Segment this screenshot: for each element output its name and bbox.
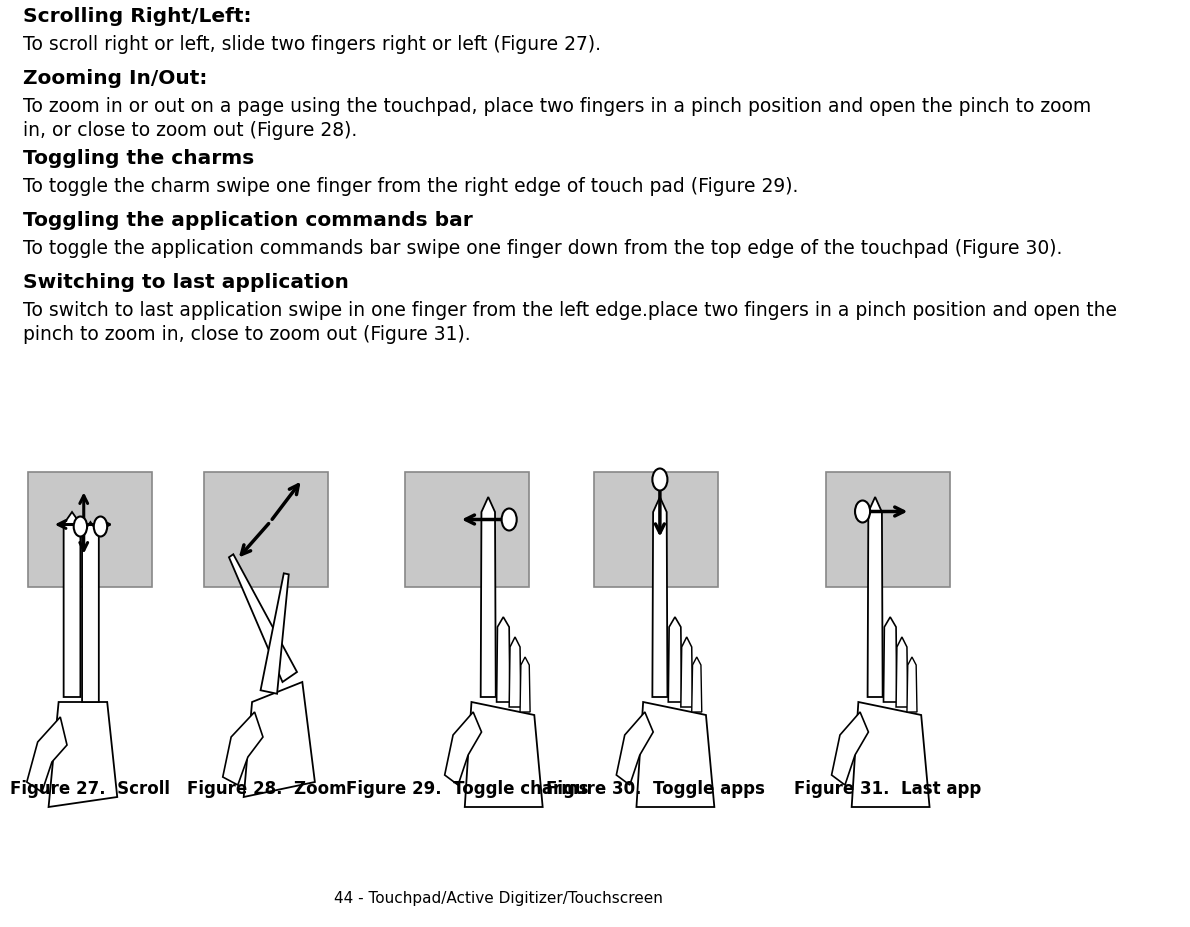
Polygon shape: [49, 703, 118, 807]
Ellipse shape: [502, 509, 516, 531]
Polygon shape: [27, 717, 67, 793]
Polygon shape: [509, 638, 521, 707]
Polygon shape: [907, 657, 917, 712]
Ellipse shape: [652, 469, 668, 491]
Bar: [594, 473, 718, 588]
Polygon shape: [832, 712, 869, 785]
Text: Figure 28.  Zoom: Figure 28. Zoom: [187, 780, 346, 797]
Bar: [29, 473, 152, 588]
Text: To switch to last application swipe in one finger from the left edge.place two f: To switch to last application swipe in o…: [24, 300, 1117, 344]
Text: Scrolling Right/Left:: Scrolling Right/Left:: [24, 7, 252, 26]
Polygon shape: [496, 617, 511, 703]
Text: To zoom in or out on a page using the touchpad, place two fingers in a pinch pos: To zoom in or out on a page using the to…: [24, 97, 1091, 140]
Polygon shape: [481, 498, 496, 697]
Polygon shape: [465, 703, 543, 807]
Text: To toggle the application commands bar swipe one finger down from the top edge o: To toggle the application commands bar s…: [24, 239, 1063, 258]
Polygon shape: [896, 638, 908, 707]
Text: Figure 27.  Scroll: Figure 27. Scroll: [11, 780, 170, 797]
Polygon shape: [520, 657, 530, 712]
Polygon shape: [868, 498, 883, 697]
Polygon shape: [244, 682, 315, 797]
Text: Figure 31.  Last app: Figure 31. Last app: [794, 780, 982, 797]
Polygon shape: [652, 498, 668, 697]
Text: Figure 30.  Toggle apps: Figure 30. Toggle apps: [546, 780, 765, 797]
Ellipse shape: [856, 501, 870, 523]
Text: 44 - Touchpad/Active Digitizer/Touchscreen: 44 - Touchpad/Active Digitizer/Touchscre…: [334, 890, 663, 905]
Ellipse shape: [74, 517, 87, 537]
Polygon shape: [669, 617, 682, 703]
Text: To scroll right or left, slide two fingers right or left (Figure 27).: To scroll right or left, slide two finge…: [24, 35, 601, 54]
Polygon shape: [261, 574, 289, 694]
Polygon shape: [691, 657, 702, 712]
Text: Zooming In/Out:: Zooming In/Out:: [24, 69, 208, 88]
Text: Switching to last application: Switching to last application: [24, 273, 350, 292]
Polygon shape: [637, 703, 714, 807]
Text: Toggling the application commands bar: Toggling the application commands bar: [24, 210, 474, 230]
Polygon shape: [63, 513, 81, 697]
Polygon shape: [223, 712, 263, 785]
Bar: [406, 473, 530, 588]
Polygon shape: [883, 617, 897, 703]
Bar: [826, 473, 950, 588]
Polygon shape: [852, 703, 929, 807]
Polygon shape: [445, 712, 482, 785]
Text: To toggle the charm swipe one finger from the right edge of touch pad (Figure 29: To toggle the charm swipe one finger fro…: [24, 177, 798, 196]
Polygon shape: [616, 712, 653, 785]
Ellipse shape: [94, 517, 107, 537]
Polygon shape: [228, 554, 298, 682]
Text: Toggling the charms: Toggling the charms: [24, 149, 255, 168]
Bar: [205, 473, 328, 588]
Polygon shape: [681, 638, 693, 707]
Text: Figure 29.  Toggle charms: Figure 29. Toggle charms: [346, 780, 589, 797]
Polygon shape: [82, 523, 99, 703]
